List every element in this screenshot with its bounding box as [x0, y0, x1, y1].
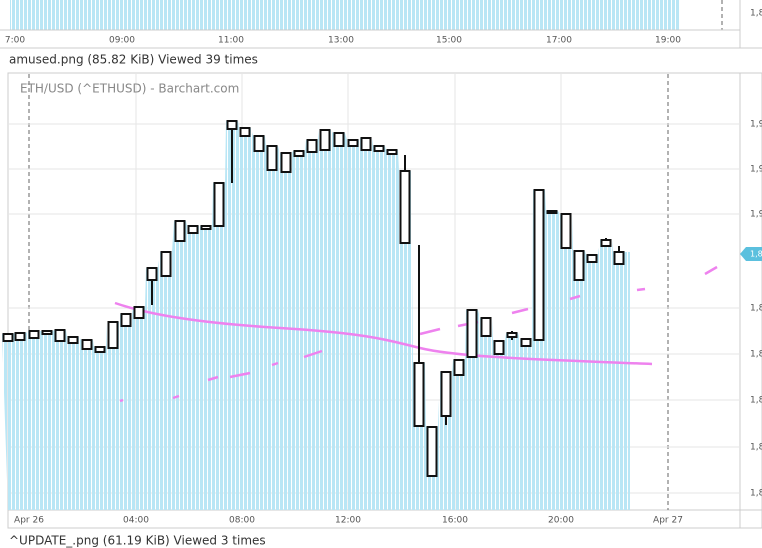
- dash-line: [119, 398, 124, 403]
- x-label: 20:00: [548, 516, 574, 526]
- candle: [41, 330, 53, 335]
- y-label: 1,8: [750, 350, 762, 360]
- candle: [187, 225, 199, 234]
- y-label: 1,8: [750, 304, 762, 314]
- x-label: 19:00: [655, 36, 681, 46]
- candle: [67, 336, 79, 344]
- candle: [520, 338, 532, 347]
- candle: [107, 321, 119, 349]
- x-label: Apr 26: [14, 516, 44, 526]
- dash-line: [271, 361, 279, 367]
- candle: [453, 359, 465, 376]
- candle: [413, 362, 425, 427]
- candle: [306, 139, 318, 153]
- candle: [200, 225, 212, 230]
- dash-line: [419, 327, 441, 336]
- moving-average: [114, 301, 653, 366]
- candle: [293, 150, 305, 157]
- candle: [480, 317, 492, 337]
- x-label: 16:00: [442, 516, 468, 526]
- x-label: 13:00: [328, 36, 354, 46]
- candles: [2, 120, 718, 510]
- x-label: 17:00: [546, 36, 572, 46]
- candle: [533, 189, 545, 341]
- y-label: 1,9: [750, 210, 762, 220]
- dash-line: [569, 294, 581, 301]
- caption: ^UPDATE_.png (61.19 KiB) Viewed 3 times: [9, 534, 266, 548]
- candle: [333, 132, 345, 147]
- candle: [160, 251, 172, 277]
- dash-line: [229, 371, 251, 379]
- dash-line: [704, 265, 718, 276]
- candle: [613, 251, 625, 265]
- dash-line: [207, 375, 219, 382]
- caption: amused.png (85.82 KiB) Viewed 39 times: [9, 53, 258, 67]
- candle: [360, 137, 372, 151]
- candle: [120, 313, 132, 327]
- candle: [14, 332, 26, 341]
- candle: [174, 220, 186, 242]
- candle: [280, 152, 292, 173]
- candle: [2, 333, 14, 342]
- candle: [266, 145, 278, 171]
- x-label: 08:00: [229, 516, 255, 526]
- candle: [386, 149, 398, 155]
- candle: [319, 129, 331, 151]
- candle: [81, 339, 93, 350]
- x-label: 04:00: [123, 516, 149, 526]
- y-label: 1,8: [750, 396, 762, 406]
- candle: [546, 210, 558, 214]
- x-label: 7:00: [5, 36, 25, 46]
- x-axis: 7:00 09:00 11:00 13:00 15:00 17:00 19:00: [5, 36, 681, 46]
- candle: [573, 250, 585, 281]
- candle: [600, 239, 612, 247]
- y-axis: 1,9 1,9 1,9 1,8 1,8 1,8 1,8 1,8: [750, 120, 762, 499]
- x-label: Apr 27: [653, 516, 683, 526]
- x-axis: Apr 26 04:00 08:00 12:00 16:00 20:00 Apr 27: [14, 516, 683, 526]
- volume-area: [2, 121, 630, 510]
- candle: [586, 254, 598, 263]
- y-label: 1,8: [750, 443, 762, 453]
- y-label: 1,8: [750, 489, 762, 499]
- x-label: 09:00: [109, 36, 135, 46]
- dash-line: [511, 307, 529, 315]
- candle: [239, 127, 251, 137]
- y-label: 1,8: [750, 9, 762, 19]
- x-label: 11:00: [218, 36, 244, 46]
- x-label: 15:00: [436, 36, 462, 46]
- candle: [493, 340, 505, 355]
- candle: [466, 309, 478, 358]
- dash-line: [303, 349, 323, 359]
- candle: [94, 346, 106, 353]
- candle: [440, 371, 452, 417]
- dash-line: [636, 287, 646, 292]
- chart-title: ETH/USD (^ETHUSD) - Barchart.com: [20, 82, 239, 96]
- candle: [28, 330, 40, 339]
- candle: [213, 182, 225, 227]
- price-badge: [740, 247, 762, 261]
- y-label: 1,9: [750, 120, 762, 130]
- x-label: 12:00: [335, 516, 361, 526]
- y-label: 1,9: [750, 165, 762, 175]
- candle: [426, 426, 438, 477]
- dash-line: [172, 394, 180, 400]
- candle: [226, 120, 238, 130]
- candle: [506, 332, 518, 338]
- candle: [373, 145, 385, 152]
- candle: [146, 267, 158, 281]
- candle: [54, 329, 66, 342]
- candle: [347, 139, 359, 147]
- volume-stripes: [10, 0, 680, 30]
- badge-label: 1,8: [750, 250, 762, 259]
- candle: [399, 170, 411, 244]
- candle: [253, 135, 265, 152]
- candle: [133, 306, 145, 319]
- candle: [560, 213, 572, 249]
